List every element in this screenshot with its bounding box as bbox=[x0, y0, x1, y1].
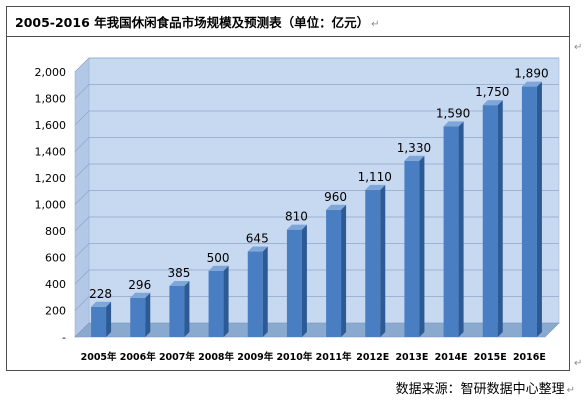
bar-side bbox=[223, 265, 229, 337]
bar-top bbox=[404, 155, 425, 161]
paragraph-mark-icon: ↵ bbox=[574, 42, 583, 53]
data-label: 645 bbox=[246, 232, 269, 246]
gridline bbox=[74, 243, 559, 258]
bar-chart: - 200 400 600 800 1,000 1,200 1,400 1,600 1,800 2,… bbox=[35, 57, 560, 363]
bar-side bbox=[419, 155, 425, 337]
data-label: 1,750 bbox=[475, 85, 509, 99]
x-tick-label: 2011年 bbox=[316, 351, 352, 363]
bar-side bbox=[497, 100, 503, 337]
chart-floor bbox=[74, 322, 560, 338]
bar-front bbox=[365, 189, 381, 337]
data-label: 228 bbox=[89, 287, 112, 301]
bar-front bbox=[130, 297, 146, 337]
bar-front bbox=[443, 126, 459, 337]
x-tick-label: 2012E bbox=[356, 352, 389, 363]
bar-front bbox=[91, 306, 107, 337]
bar-side bbox=[184, 280, 190, 337]
paragraph-mark-icon: ↵ bbox=[371, 19, 380, 30]
bar-front bbox=[521, 86, 537, 337]
y-tick-label: 1,400 bbox=[35, 146, 67, 159]
bar-top bbox=[286, 224, 307, 230]
bar-top bbox=[521, 81, 542, 87]
data-label: 385 bbox=[167, 266, 190, 280]
bar-top bbox=[443, 121, 464, 127]
x-tick-label: 2006年 bbox=[120, 351, 156, 363]
gridline bbox=[74, 57, 559, 73]
bar-front bbox=[286, 229, 302, 337]
x-tick-label: 2013E bbox=[395, 352, 428, 363]
data-label: 296 bbox=[128, 278, 151, 292]
bar-front bbox=[482, 105, 498, 337]
x-tick-label: 2010年 bbox=[276, 351, 312, 363]
x-tick-label: 2007年 bbox=[159, 351, 195, 363]
y-tick-label: 1,600 bbox=[35, 119, 67, 132]
gridline bbox=[74, 216, 559, 232]
bar-top bbox=[91, 301, 112, 307]
y-tick-label: 1,800 bbox=[35, 93, 67, 106]
title-bar: 2005-2016 年我国休闲食品市场规模及预测表（单位：亿元） ↵ bbox=[7, 7, 569, 37]
y-tick-label: 400 bbox=[45, 278, 66, 291]
paragraph-mark-icon: ↵ bbox=[566, 385, 575, 396]
bar-side bbox=[301, 224, 307, 337]
gridline bbox=[74, 269, 559, 285]
bar-top bbox=[326, 204, 347, 210]
y-tick-label: 1,200 bbox=[35, 172, 67, 185]
x-tick-label: 2016E bbox=[513, 352, 546, 363]
y-tick-label: 1,000 bbox=[35, 199, 67, 212]
x-tick-label: 2015E bbox=[474, 352, 507, 363]
bar-top bbox=[208, 265, 229, 271]
bar-front bbox=[404, 160, 420, 337]
data-label: 1,890 bbox=[514, 67, 548, 81]
x-tick-label: 2008年 bbox=[198, 351, 234, 363]
y-tick-label: 2,000 bbox=[35, 66, 67, 79]
data-label: 1,590 bbox=[436, 106, 470, 120]
gridline bbox=[74, 163, 559, 179]
x-tick-label: 2014E bbox=[435, 352, 468, 363]
bar-front bbox=[208, 270, 224, 337]
data-label: 500 bbox=[207, 251, 230, 265]
chart-frame: 2005-2016 年我国休闲食品市场规模及预测表（单位：亿元） ↵ - 200 40… bbox=[6, 6, 570, 371]
chart-area: - 200 400 600 800 1,000 1,200 1,400 1,600 1,800 2,… bbox=[7, 37, 569, 371]
gridline bbox=[74, 190, 559, 205]
y-tick-label: 200 bbox=[45, 305, 66, 318]
source-note: 数据来源：智研数据中心整理 ↵ bbox=[395, 382, 575, 397]
paragraph-mark-icon: ↵ bbox=[574, 358, 583, 369]
bar-top bbox=[169, 280, 190, 286]
bar-side bbox=[145, 292, 151, 337]
y-tick-label: 800 bbox=[45, 225, 66, 238]
bar-side bbox=[458, 121, 464, 337]
y-tick-label: 600 bbox=[45, 252, 66, 265]
bar-top bbox=[130, 292, 151, 298]
gridline bbox=[74, 137, 559, 152]
gridline bbox=[74, 84, 559, 99]
bar-side bbox=[341, 204, 347, 337]
bar-front bbox=[247, 251, 263, 337]
y-tick-label: - bbox=[62, 331, 66, 344]
data-label: 1,110 bbox=[358, 170, 392, 184]
bar-side bbox=[536, 81, 542, 337]
bar-side bbox=[262, 246, 268, 337]
data-label: 960 bbox=[324, 190, 347, 204]
chart-title: 2005-2016 年我国休闲食品市场规模及预测表（单位：亿元） ↵ bbox=[15, 15, 380, 30]
data-label: 810 bbox=[285, 210, 308, 224]
gridline bbox=[74, 110, 559, 126]
bar-top bbox=[365, 184, 386, 190]
bar-front bbox=[169, 285, 185, 337]
bar-side bbox=[380, 184, 386, 337]
data-label: 1,330 bbox=[397, 141, 431, 155]
bar-side bbox=[106, 301, 112, 337]
x-tick-label: 2009年 bbox=[237, 351, 273, 363]
gridline bbox=[74, 296, 559, 311]
x-tick-label: 2005年 bbox=[81, 351, 117, 363]
bar-top bbox=[482, 100, 503, 106]
bar-top bbox=[247, 246, 268, 252]
bar-front bbox=[326, 209, 342, 337]
